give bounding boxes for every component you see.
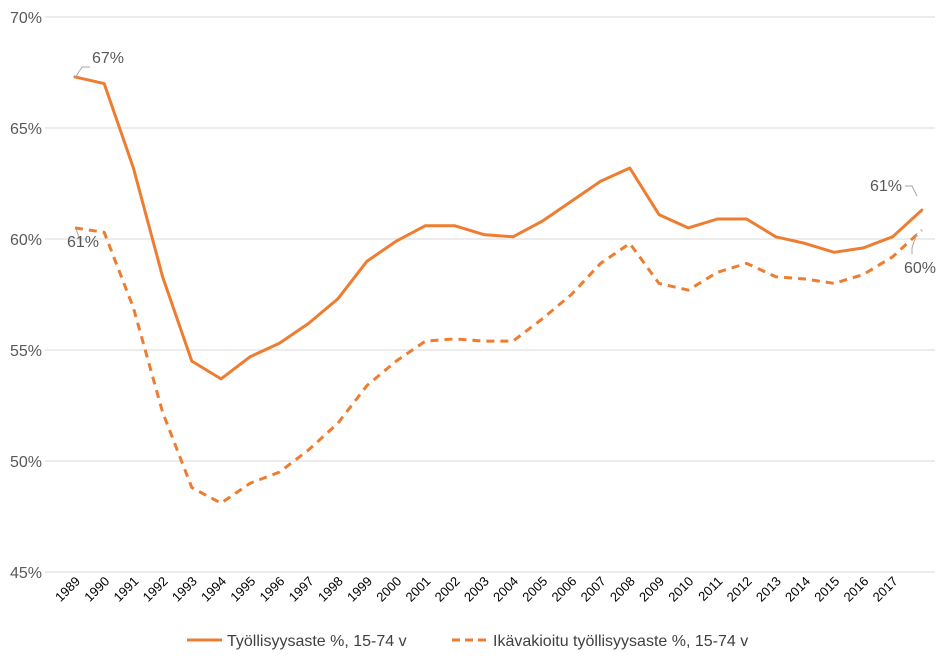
y-tick-label: 70% xyxy=(10,10,42,27)
y-tick-label: 50% xyxy=(10,454,42,471)
x-tick-label: 2014 xyxy=(782,574,813,605)
legend-label-series-0: Työllisyysaste %, 15-74 v xyxy=(227,633,407,650)
y-tick-label: 55% xyxy=(10,343,42,360)
leader-line-start-series-1 xyxy=(75,228,81,244)
data-label-end-series-1: 60% xyxy=(904,260,936,277)
x-tick-label: 2007 xyxy=(578,574,609,605)
x-tick-label: 1996 xyxy=(256,574,287,605)
leader-line-start-series-0 xyxy=(74,66,90,79)
x-tick-label: 1995 xyxy=(227,574,258,605)
series-lines xyxy=(73,75,924,505)
gridlines xyxy=(45,16,935,462)
series-line-0 xyxy=(73,75,924,381)
y-tick-label: 60% xyxy=(10,232,42,249)
x-tick-label: 1992 xyxy=(140,574,171,605)
x-tick-label: 2001 xyxy=(402,574,433,605)
x-tick-label: 1997 xyxy=(286,574,317,605)
series-line-1 xyxy=(74,226,923,505)
x-tick-label: 2016 xyxy=(840,574,871,605)
x-axis-ticks: 1989199019911992199319941995199619971998… xyxy=(52,574,901,605)
x-tick-label: 1998 xyxy=(315,574,346,605)
data-labels: 67% 61% 61% 60% xyxy=(67,50,936,277)
x-tick-label: 1993 xyxy=(169,574,200,605)
leader-line-end-series-0 xyxy=(905,185,918,197)
x-tick-label: 2000 xyxy=(373,574,404,605)
data-label-start-series-0: 67% xyxy=(92,50,124,67)
x-tick-label: 2005 xyxy=(519,574,550,605)
x-tick-label: 1994 xyxy=(198,574,229,605)
x-tick-label: 2015 xyxy=(811,574,842,605)
x-tick-label: 2004 xyxy=(490,574,521,605)
legend: Työllisyysaste %, 15-74 v Ikävakioitu ty… xyxy=(187,633,748,650)
x-tick-label: 1999 xyxy=(344,574,375,605)
x-tick-label: 2017 xyxy=(870,574,901,605)
x-tick-label: 2002 xyxy=(432,574,463,605)
x-tick-label: 2012 xyxy=(724,574,755,605)
x-tick-label: 2003 xyxy=(461,574,492,605)
y-tick-label: 65% xyxy=(10,121,42,138)
x-tick-label: 2013 xyxy=(753,574,784,605)
x-tick-label: 1990 xyxy=(81,574,112,605)
leader-line-end-series-1 xyxy=(911,232,918,254)
x-tick-label: 2010 xyxy=(665,574,696,605)
x-tick-label: 1991 xyxy=(110,574,141,605)
x-tick-label: 2008 xyxy=(607,574,638,605)
y-axis-ticks: 70% 65% 60% 55% 50% 45% xyxy=(10,10,42,582)
legend-label-series-1: Ikävakioitu työllisyysaste %, 15-74 v xyxy=(493,633,748,650)
data-label-start-series-1: 61% xyxy=(67,234,99,251)
x-tick-label: 2006 xyxy=(548,574,579,605)
y-tick-label: 45% xyxy=(10,565,42,582)
x-tick-label: 2009 xyxy=(636,574,667,605)
x-tick-label: 1989 xyxy=(52,574,83,605)
x-tick-label: 2011 xyxy=(695,574,725,604)
data-label-end-series-0: 61% xyxy=(870,178,902,195)
